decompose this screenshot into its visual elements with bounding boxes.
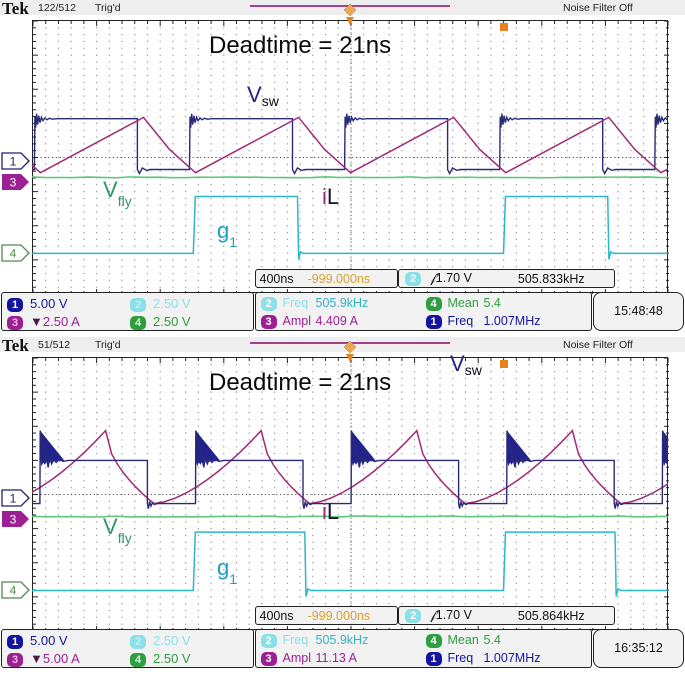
svg-text:4: 4 — [10, 584, 17, 598]
svg-text:3: 3 — [10, 176, 17, 190]
svg-text:1: 1 — [10, 492, 17, 506]
svg-text:4: 4 — [10, 247, 17, 261]
svg-text:1: 1 — [10, 155, 17, 169]
svg-text:3: 3 — [10, 513, 17, 527]
